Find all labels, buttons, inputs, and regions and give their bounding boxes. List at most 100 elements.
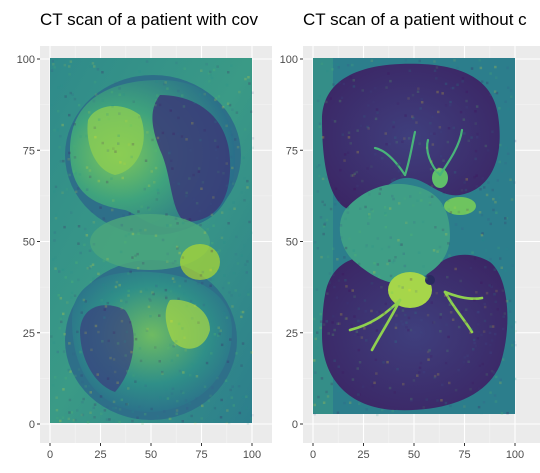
noise-pixel <box>70 296 73 299</box>
noise-pixel <box>183 67 186 70</box>
noise-pixel <box>147 305 151 309</box>
noise-pixel <box>72 352 75 356</box>
noise-pixel <box>192 197 196 200</box>
noise-pixel <box>369 90 373 93</box>
noise-pixel <box>444 361 448 365</box>
noise-pixel <box>415 121 418 124</box>
noise-pixel <box>52 63 55 66</box>
noise-pixel <box>511 344 514 347</box>
noise-pixel <box>74 171 77 175</box>
noise-pixel <box>482 330 486 333</box>
noise-pixel <box>397 285 401 288</box>
noise-pixel <box>192 173 195 177</box>
noise-pixel <box>424 275 428 279</box>
noise-pixel <box>177 89 180 93</box>
noise-pixel <box>336 258 339 261</box>
noise-pixel <box>96 68 100 71</box>
noise-pixel <box>327 332 330 335</box>
noise-pixel <box>203 92 206 96</box>
right-mediastinum <box>339 183 450 284</box>
noise-pixel <box>125 363 128 367</box>
noise-pixel <box>120 398 124 402</box>
noise-pixel <box>489 257 492 261</box>
x-tick-label: 75 <box>195 449 207 461</box>
noise-pixel <box>418 366 422 370</box>
noise-pixel <box>416 90 420 93</box>
noise-pixel <box>500 266 503 269</box>
noise-pixel <box>177 182 181 186</box>
noise-pixel <box>199 274 203 277</box>
noise-pixel <box>378 192 381 195</box>
noise-pixel <box>127 288 130 291</box>
noise-pixel <box>163 410 166 413</box>
vessel <box>426 138 442 177</box>
noise-pixel <box>449 211 453 214</box>
vessel <box>403 130 417 177</box>
noise-pixel <box>397 169 401 173</box>
noise-pixel <box>321 200 324 204</box>
noise-pixel <box>226 381 230 384</box>
noise-pixel <box>118 283 121 287</box>
noise-pixel <box>212 196 215 199</box>
noise-pixel <box>462 360 466 364</box>
noise-pixel <box>55 58 58 61</box>
noise-pixel <box>128 217 131 220</box>
noise-pixel <box>225 421 229 425</box>
noise-pixel <box>514 343 517 347</box>
noise-pixel <box>88 175 92 179</box>
noise-pixel <box>172 345 175 348</box>
noise-pixel <box>500 169 504 173</box>
noise-pixel <box>346 64 350 67</box>
noise-pixel <box>363 327 366 330</box>
noise-pixel <box>64 276 67 279</box>
noise-pixel <box>183 218 187 221</box>
noise-pixel <box>369 380 373 383</box>
y-tick-label: 75 <box>23 145 35 157</box>
noise-pixel <box>93 416 96 419</box>
noise-pixel <box>103 308 106 311</box>
noise-pixel <box>477 330 480 334</box>
noise-pixel <box>385 143 388 146</box>
noise-pixel <box>130 228 133 231</box>
noise-pixel <box>166 397 170 400</box>
noise-pixel <box>52 341 56 344</box>
noise-pixel <box>77 278 80 282</box>
noise-pixel <box>122 214 125 217</box>
noise-pixel <box>342 82 346 86</box>
noise-pixel <box>420 101 424 104</box>
noise-pixel <box>435 66 439 69</box>
noise-pixel <box>138 347 142 350</box>
noise-pixel <box>398 162 401 165</box>
noise-pixel <box>345 285 348 288</box>
noise-pixel <box>346 205 349 208</box>
noise-pixel <box>59 160 63 163</box>
noise-pixel <box>50 69 54 72</box>
noise-pixel <box>397 239 400 242</box>
noise-pixel <box>445 323 448 326</box>
noise-pixel <box>129 124 133 127</box>
noise-pixel <box>88 266 91 270</box>
noise-pixel <box>322 401 326 404</box>
noise-pixel <box>120 223 124 227</box>
noise-pixel <box>211 241 214 245</box>
noise-pixel <box>439 330 442 333</box>
noise-pixel <box>169 109 172 112</box>
noise-pixel <box>245 271 248 274</box>
noise-pixel <box>85 234 89 237</box>
noise-pixel <box>467 360 470 363</box>
noise-pixel <box>386 262 389 266</box>
noise-pixel <box>137 232 140 235</box>
noise-pixel <box>203 231 207 234</box>
noise-pixel <box>318 174 321 178</box>
noise-pixel <box>206 228 209 231</box>
noise-pixel <box>114 81 117 84</box>
noise-pixel <box>484 342 488 346</box>
noise-pixel <box>220 398 223 402</box>
noise-pixel <box>67 417 71 421</box>
noise-pixel <box>68 368 71 372</box>
noise-pixel <box>56 109 60 113</box>
noise-pixel <box>217 334 220 337</box>
noise-pixel <box>129 321 132 324</box>
noise-pixel <box>68 173 71 177</box>
noise-pixel <box>346 206 350 210</box>
